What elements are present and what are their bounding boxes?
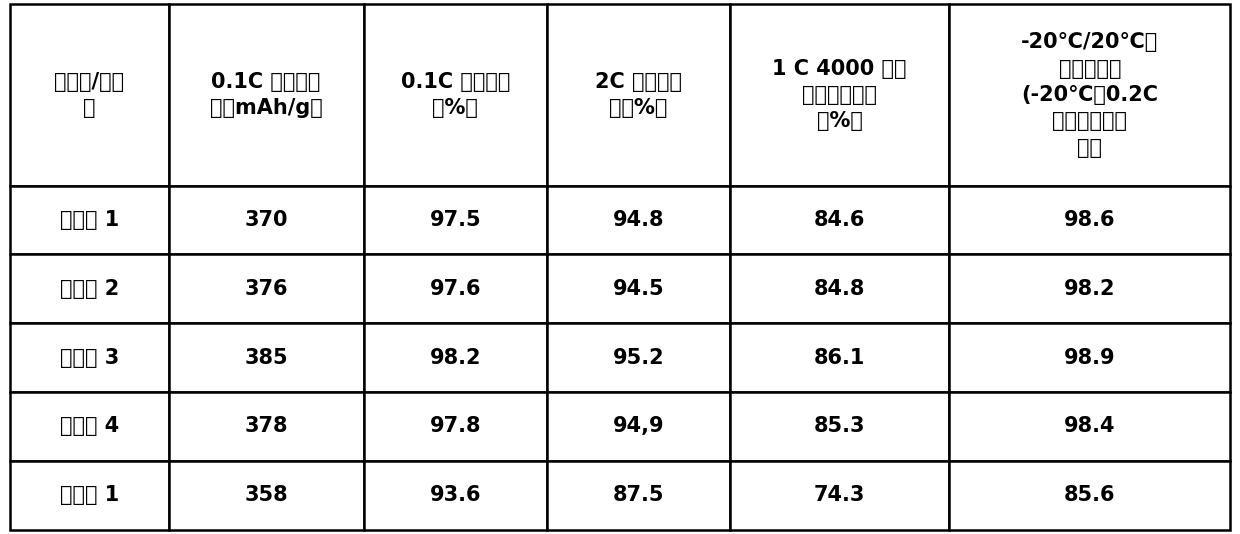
Bar bbox=[10, 185, 169, 254]
Bar bbox=[169, 323, 363, 392]
Bar bbox=[730, 254, 950, 323]
Text: 0.1C 首次效率
（%）: 0.1C 首次效率 （%） bbox=[401, 72, 510, 118]
Text: 84.8: 84.8 bbox=[813, 279, 866, 299]
Text: 98.2: 98.2 bbox=[1064, 279, 1116, 299]
Text: 实施例 2: 实施例 2 bbox=[60, 279, 119, 299]
Bar bbox=[169, 392, 363, 461]
Bar bbox=[169, 4, 363, 185]
Bar bbox=[950, 461, 1230, 530]
Text: 378: 378 bbox=[244, 417, 288, 436]
Bar bbox=[10, 4, 169, 185]
Text: 1 C 4000 次循
环容量保持率
（%）: 1 C 4000 次循 环容量保持率 （%） bbox=[773, 59, 906, 131]
Text: -20℃/20℃的
放电时间比
(-20℃，0.2C
放电至终止电
压）: -20℃/20℃的 放电时间比 (-20℃，0.2C 放电至终止电 压） bbox=[1021, 32, 1158, 158]
Text: 2C 容量保持
率（%）: 2C 容量保持 率（%） bbox=[595, 72, 682, 118]
Text: 实施例 3: 实施例 3 bbox=[60, 348, 119, 367]
Bar bbox=[950, 254, 1230, 323]
Text: 95.2: 95.2 bbox=[613, 348, 665, 367]
Text: 370: 370 bbox=[244, 210, 288, 230]
Bar bbox=[363, 461, 547, 530]
Text: 94.5: 94.5 bbox=[613, 279, 665, 299]
Bar bbox=[730, 4, 950, 185]
Text: 98.4: 98.4 bbox=[1064, 417, 1116, 436]
Text: 94.8: 94.8 bbox=[613, 210, 665, 230]
Bar bbox=[10, 323, 169, 392]
Bar bbox=[547, 4, 730, 185]
Bar bbox=[547, 461, 730, 530]
Text: 98.9: 98.9 bbox=[1064, 348, 1116, 367]
Text: 85.6: 85.6 bbox=[1064, 485, 1116, 505]
Bar bbox=[363, 254, 547, 323]
Text: 97.8: 97.8 bbox=[429, 417, 481, 436]
Bar bbox=[363, 323, 547, 392]
Bar bbox=[950, 185, 1230, 254]
Bar bbox=[950, 4, 1230, 185]
Bar bbox=[547, 254, 730, 323]
Text: 385: 385 bbox=[244, 348, 288, 367]
Text: 对比例 1: 对比例 1 bbox=[60, 485, 119, 505]
Bar bbox=[363, 185, 547, 254]
Text: 98.6: 98.6 bbox=[1064, 210, 1116, 230]
Text: 86.1: 86.1 bbox=[813, 348, 866, 367]
Bar bbox=[730, 392, 950, 461]
Text: 87.5: 87.5 bbox=[613, 485, 665, 505]
Bar bbox=[950, 323, 1230, 392]
Bar bbox=[169, 185, 363, 254]
Text: 实施例/对比
例: 实施例/对比 例 bbox=[55, 72, 124, 118]
Bar bbox=[730, 323, 950, 392]
Text: 97.5: 97.5 bbox=[429, 210, 481, 230]
Text: 98.2: 98.2 bbox=[429, 348, 481, 367]
Bar bbox=[547, 323, 730, 392]
Bar bbox=[10, 461, 169, 530]
Text: 实施例 1: 实施例 1 bbox=[60, 210, 119, 230]
Bar bbox=[730, 185, 950, 254]
Bar bbox=[730, 461, 950, 530]
Bar bbox=[10, 254, 169, 323]
Bar bbox=[547, 392, 730, 461]
Bar bbox=[363, 4, 547, 185]
Bar bbox=[950, 392, 1230, 461]
Bar bbox=[547, 185, 730, 254]
Text: 97.6: 97.6 bbox=[429, 279, 481, 299]
Bar bbox=[10, 392, 169, 461]
Bar bbox=[363, 392, 547, 461]
Text: 376: 376 bbox=[244, 279, 288, 299]
Text: 74.3: 74.3 bbox=[813, 485, 866, 505]
Text: 94,9: 94,9 bbox=[613, 417, 665, 436]
Text: 93.6: 93.6 bbox=[429, 485, 481, 505]
Text: 实施例 4: 实施例 4 bbox=[60, 417, 119, 436]
Text: 84.6: 84.6 bbox=[813, 210, 866, 230]
Text: 0.1C 首次比容
量（mAh/g）: 0.1C 首次比容 量（mAh/g） bbox=[210, 72, 322, 118]
Bar bbox=[169, 461, 363, 530]
Bar bbox=[169, 254, 363, 323]
Text: 85.3: 85.3 bbox=[813, 417, 866, 436]
Text: 358: 358 bbox=[244, 485, 288, 505]
